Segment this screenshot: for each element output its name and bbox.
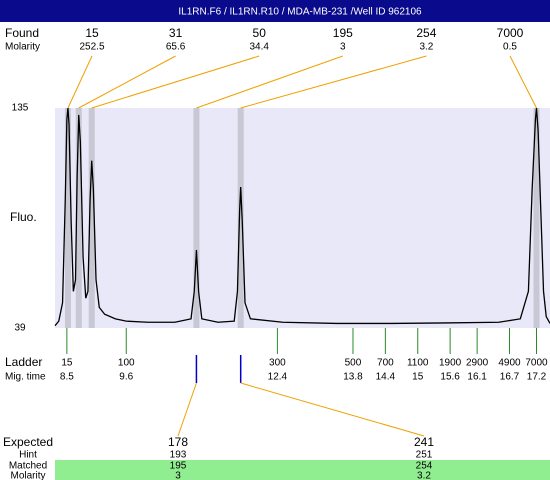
expected-connector [240,382,425,437]
found-label: Found [5,26,39,40]
ladder-time: 12.4 [268,372,288,383]
ladder-size: 2900 [466,358,489,369]
ladder-size: 15 [61,358,73,369]
found-connector [67,55,93,109]
expected-connector [177,382,197,437]
ladder-size: 300 [269,358,286,369]
found-size: 195 [333,26,353,40]
ladder-time: 13.8 [343,372,363,383]
ladder-time: 9.6 [119,372,133,383]
y-tick-label: 135 [12,103,29,114]
trace [54,107,550,327]
found-size: 7000 [497,26,524,40]
found-connector [196,55,343,109]
found-molarity: 65.6 [166,42,186,53]
found-connector [78,55,176,109]
expected-size: 178 [168,435,188,449]
peak-band [64,108,71,328]
ladder-time: 17.2 [527,372,547,383]
found-size: 50 [253,26,267,40]
expected-size: 241 [414,435,434,449]
found-size: 254 [416,26,436,40]
peak-band [193,108,200,328]
found-molarity: 3 [340,42,346,53]
found-molarity: 0.5 [503,42,517,53]
ladder-time: 16.1 [467,372,487,383]
expected-molarity: 3 [175,471,181,480]
ladder-size: 100 [118,358,135,369]
y-tick-label: 39 [14,323,26,334]
found-connector [91,55,260,109]
peak-band [533,108,540,328]
found-connector [240,55,427,109]
expected-molarity: 3.2 [417,471,431,480]
plot-area [55,108,550,328]
y-axis-label: Fluo. [10,210,37,224]
ladder-size: 4900 [498,358,521,369]
hint-size: 193 [170,450,187,461]
ladder-time-label: Mig. time [5,372,46,383]
matched-label: Matched [9,461,47,472]
ladder-time: 8.5 [60,372,74,383]
matched-size: 254 [416,461,433,472]
peak-band [88,108,95,328]
ladder-size: 1100 [407,358,429,369]
expected-label: Expected [3,435,53,449]
hint-size: 251 [416,450,433,461]
ladder-label: Ladder [5,355,42,369]
ladder-time: 15.6 [440,372,460,383]
found-connector [509,55,537,109]
found-size: 31 [169,26,183,40]
matched-band [55,460,550,480]
expected-molarity-label: Molarity [10,471,45,480]
peak-band [237,108,244,328]
ladder-time: 14.4 [376,372,396,383]
found-molarity-label: Molarity [5,42,40,53]
hint-label: Hint [19,450,37,461]
found-molarity: 3.2 [419,42,433,53]
found-molarity: 252.5 [79,42,104,53]
ladder-size: 700 [377,358,394,369]
matched-size: 195 [170,461,187,472]
ladder-time: 15 [412,372,424,383]
ladder-size: 7000 [525,358,548,369]
ladder-time: 16.7 [500,372,520,383]
peak-band [75,108,82,328]
ladder-size: 1900 [439,358,462,369]
found-molarity: 34.4 [249,42,269,53]
found-size: 15 [85,26,99,40]
title: IL1RN.F6 / IL1RN.R10 / MDA-MB-231 /Well … [178,7,422,18]
title-bar [0,0,550,22]
ladder-size: 500 [345,358,362,369]
